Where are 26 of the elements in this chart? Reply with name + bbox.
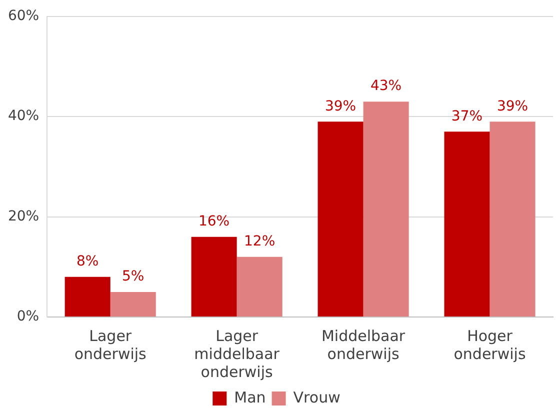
x-tick-label: Middelbaar onderwijs [321,326,406,363]
bar [64,276,110,316]
bar [236,256,282,316]
data-label: 39% [324,98,356,114]
data-label: 37% [451,108,483,124]
y-tick-label: 20% [8,208,40,224]
y-tick-label: 40% [8,108,40,124]
y-tick-label: 0% [16,308,40,325]
bar [191,236,237,316]
bar [110,292,156,316]
bar [490,122,536,316]
legend-label: Man [234,388,266,406]
legend-label: Vrouw [293,388,340,406]
data-label: 39% [496,98,528,114]
data-label: 5% [122,268,144,285]
bar [318,122,364,316]
data-label: 43% [370,78,402,94]
data-label: 12% [244,234,276,250]
data-label: 8% [76,254,99,270]
y-tick-label: 60% [8,8,40,24]
bar [363,102,409,316]
x-tick-label: Lager middelbaar onderwijs [194,326,280,381]
data-label: 16% [198,213,230,230]
x-tick-label: Lager onderwijs [74,326,147,363]
x-tick-label: Hoger onderwijs [454,326,526,363]
bar [444,132,490,316]
